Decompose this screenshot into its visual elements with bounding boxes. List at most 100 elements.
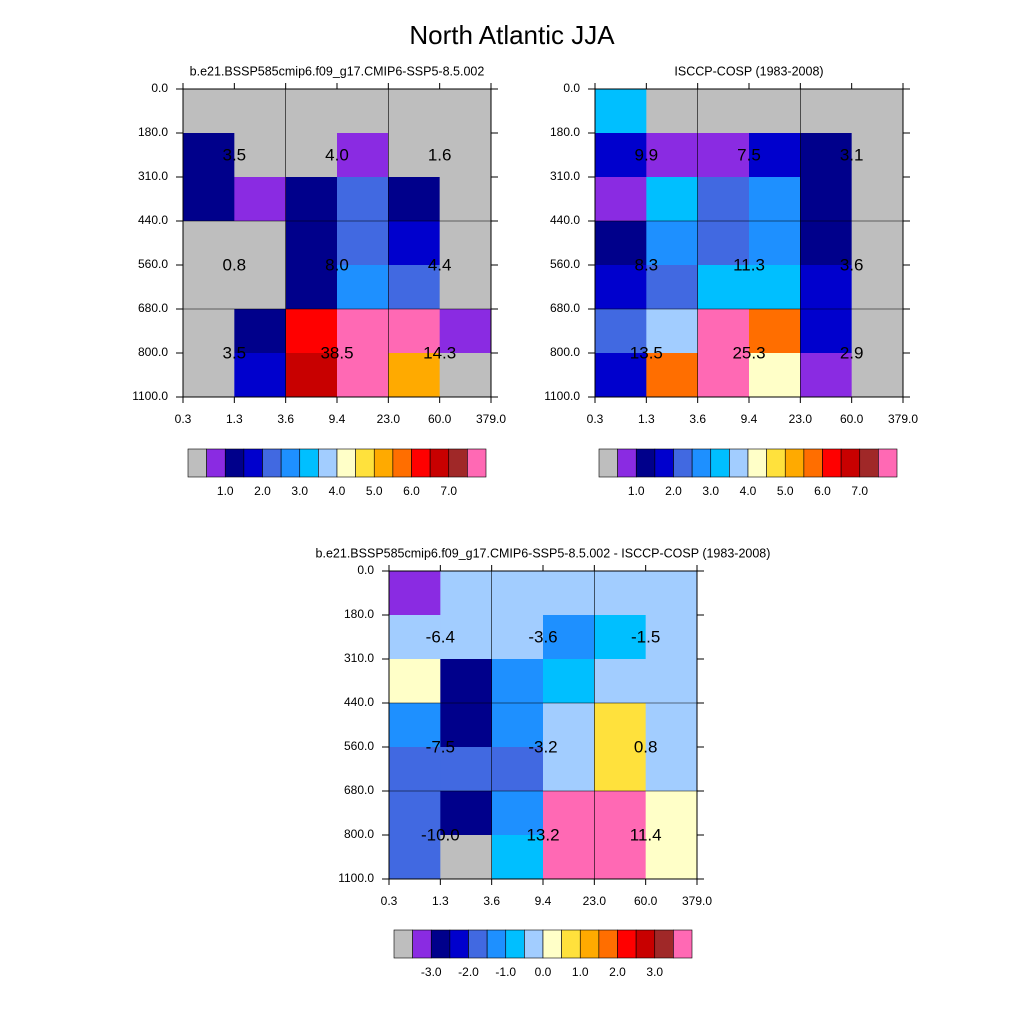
y-tick-label: 0.0 xyxy=(563,81,580,95)
y-tick-label: 180.0 xyxy=(138,125,168,139)
colorbar-box xyxy=(430,929,451,959)
cell xyxy=(749,353,801,398)
cell xyxy=(439,133,492,178)
colorbar-box xyxy=(598,448,618,478)
cell xyxy=(337,177,389,222)
colorbar-box xyxy=(505,929,525,959)
y-tick-label: 800.0 xyxy=(138,345,168,359)
colorbar-box xyxy=(710,448,730,478)
cell xyxy=(337,89,389,134)
block-value-label: -6.4 xyxy=(426,627,455,646)
block-value-label: 14.3 xyxy=(423,343,456,362)
cell xyxy=(851,265,904,310)
cell xyxy=(697,133,750,178)
cell xyxy=(234,89,287,134)
cell xyxy=(388,177,441,222)
cell xyxy=(697,177,750,222)
cell xyxy=(749,265,801,310)
cell xyxy=(285,221,338,266)
y-tick-label: 440.0 xyxy=(138,213,168,227)
x-tick-label: 1.3 xyxy=(226,412,243,426)
cell xyxy=(285,89,338,134)
cell xyxy=(800,89,853,134)
colorbar-tick-label: 5.0 xyxy=(366,484,383,498)
cell xyxy=(439,265,492,310)
colorbar-box xyxy=(579,929,600,959)
cell xyxy=(646,265,699,310)
cell xyxy=(697,89,750,134)
cell xyxy=(389,703,441,748)
y-tick-label: 310.0 xyxy=(138,169,168,183)
colorbar-box xyxy=(840,448,861,478)
cell xyxy=(645,791,698,836)
colorbar-tick-label: 6.0 xyxy=(814,484,831,498)
cell xyxy=(851,89,904,134)
cell xyxy=(594,615,647,660)
colorbar-box xyxy=(766,448,786,478)
cell xyxy=(646,89,699,134)
colorbar-box xyxy=(524,929,544,959)
cell xyxy=(388,309,441,354)
cell xyxy=(389,571,441,616)
cell xyxy=(337,221,389,266)
cell xyxy=(388,353,441,398)
panel-title: b.e21.BSSP585cmip6.f09_g17.CMIP6-SSP5-8.… xyxy=(316,546,771,560)
cell xyxy=(440,703,493,748)
cell xyxy=(491,571,544,616)
cell xyxy=(646,177,699,222)
cell xyxy=(389,659,441,704)
y-tick-label: 680.0 xyxy=(344,783,374,797)
cell xyxy=(595,89,647,134)
cell xyxy=(491,747,544,792)
colorbar-box xyxy=(224,448,245,478)
cell xyxy=(645,571,698,616)
colorbar-box xyxy=(691,448,712,478)
panel-title: ISCCP-COSP (1983-2008) xyxy=(674,64,823,78)
block-value-label: 13.2 xyxy=(526,825,559,844)
cell xyxy=(697,265,750,310)
cell xyxy=(337,265,389,310)
cell xyxy=(388,133,441,178)
cell xyxy=(595,309,647,354)
x-tick-label: 9.4 xyxy=(329,412,346,426)
cell xyxy=(183,309,235,354)
colorbar-box xyxy=(299,448,319,478)
cell xyxy=(337,353,389,398)
x-tick-label: 3.6 xyxy=(483,894,500,908)
cell xyxy=(285,353,338,398)
colorbar-box xyxy=(635,929,656,959)
cell xyxy=(594,747,647,792)
cell xyxy=(594,791,647,836)
cell xyxy=(183,177,235,222)
y-tick-label: 800.0 xyxy=(550,345,580,359)
cell xyxy=(285,309,338,354)
block-value-label: 0.8 xyxy=(634,737,658,756)
x-tick-label: 9.4 xyxy=(741,412,758,426)
cell xyxy=(491,615,544,660)
x-tick-label: 60.0 xyxy=(428,412,452,426)
x-tick-label: 9.4 xyxy=(535,894,552,908)
block-value-label: 3.5 xyxy=(223,343,247,362)
cell xyxy=(800,353,853,398)
block-value-label: 3.6 xyxy=(840,255,864,274)
colorbar-tick-label: 2.0 xyxy=(665,484,682,498)
colorbar-tick-label: 1.0 xyxy=(217,484,234,498)
cell xyxy=(646,309,699,354)
cell xyxy=(697,353,750,398)
cell xyxy=(439,309,492,354)
block-value-label: 7.5 xyxy=(737,145,761,164)
cell xyxy=(749,133,801,178)
cell xyxy=(645,615,698,660)
colorbar-box xyxy=(373,448,394,478)
cell xyxy=(800,177,853,222)
y-tick-label: 440.0 xyxy=(550,213,580,227)
colorbar-box xyxy=(243,448,263,478)
block-value-label: 13.5 xyxy=(630,343,663,362)
cell xyxy=(851,309,904,354)
x-tick-label: 60.0 xyxy=(634,894,658,908)
cell xyxy=(389,835,441,880)
cell xyxy=(491,835,544,880)
cell xyxy=(645,747,698,792)
block-value-label: 0.8 xyxy=(223,255,247,274)
cell xyxy=(440,659,493,704)
